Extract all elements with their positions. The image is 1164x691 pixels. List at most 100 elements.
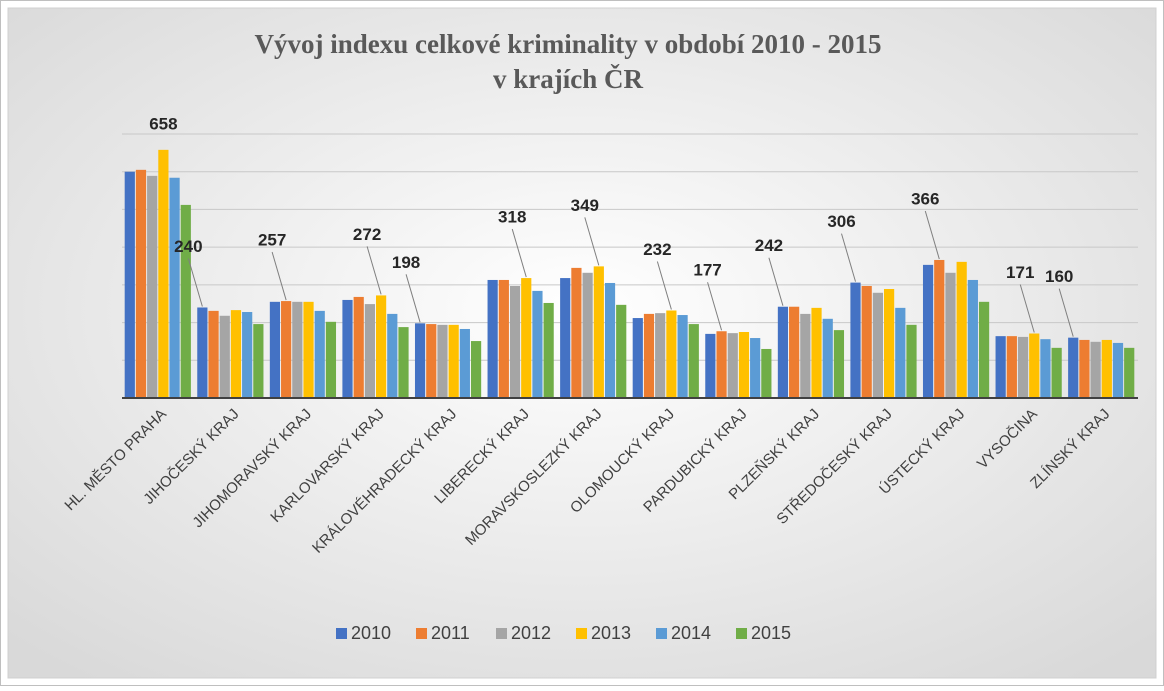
data-label: 658 <box>149 114 177 133</box>
bar <box>1090 341 1101 398</box>
bar <box>169 177 180 398</box>
bar <box>1040 339 1051 398</box>
bar <box>571 267 582 398</box>
leader-line <box>841 233 856 282</box>
bar <box>470 341 482 398</box>
bar <box>643 313 655 398</box>
bar <box>459 328 470 398</box>
bar <box>995 336 1006 398</box>
leader-line <box>707 282 723 331</box>
bar <box>906 324 917 398</box>
bar <box>498 279 509 398</box>
bar <box>281 301 292 398</box>
bar <box>750 338 761 398</box>
bar <box>1079 339 1090 398</box>
bar <box>604 282 616 398</box>
bar <box>560 278 571 398</box>
legend-label: 2015 <box>751 623 791 643</box>
bar <box>1017 336 1029 398</box>
bar <box>761 348 772 398</box>
data-label: 349 <box>571 196 599 215</box>
leader-line <box>187 258 203 307</box>
data-label: 242 <box>755 236 783 255</box>
bar <box>850 282 861 398</box>
legend-swatch <box>656 628 667 639</box>
bar <box>1112 342 1124 398</box>
legend-label: 2012 <box>511 623 551 643</box>
bar <box>242 312 253 398</box>
bar <box>789 306 800 398</box>
leader-line <box>656 261 672 310</box>
bar <box>1029 333 1040 398</box>
bar <box>616 304 627 398</box>
bar <box>811 307 822 398</box>
bar <box>688 324 699 398</box>
bar <box>872 292 883 398</box>
legend-label: 2013 <box>591 623 631 643</box>
bar <box>934 259 945 398</box>
bar <box>448 324 459 398</box>
bar <box>292 301 303 398</box>
bar <box>314 310 325 398</box>
bar <box>727 333 738 398</box>
leader-line <box>271 251 287 301</box>
legend-label: 2010 <box>351 623 391 643</box>
bar <box>967 279 978 398</box>
bar <box>1124 347 1135 398</box>
bar <box>716 331 727 398</box>
bar <box>822 318 833 398</box>
bar <box>376 295 387 398</box>
bar <box>655 313 666 398</box>
bar <box>978 301 990 398</box>
bar <box>208 310 219 398</box>
bar <box>353 296 364 398</box>
bar <box>521 278 532 398</box>
legend-swatch <box>416 628 427 639</box>
bar <box>1006 336 1017 398</box>
bar <box>738 332 750 398</box>
bar <box>677 315 688 398</box>
bar <box>861 285 872 398</box>
bar <box>800 313 811 398</box>
leader-line <box>768 257 784 306</box>
data-label: 232 <box>643 240 671 259</box>
bar <box>124 171 135 398</box>
data-label: 160 <box>1045 267 1073 286</box>
leader-line <box>511 228 527 278</box>
legend-swatch <box>336 628 347 639</box>
chart-title: v krajích ČR <box>493 64 643 94</box>
chart-title: Vývoj indexu celkové kriminality v obdob… <box>254 29 881 59</box>
bar <box>437 324 448 398</box>
data-label: 198 <box>392 253 420 272</box>
data-label: 171 <box>1006 263 1034 282</box>
legend-label: 2014 <box>671 623 711 643</box>
bar <box>632 318 643 398</box>
legend-swatch <box>576 628 587 639</box>
bar <box>426 324 437 398</box>
bar <box>922 264 934 398</box>
bar <box>387 313 398 398</box>
leader-line <box>1058 288 1074 337</box>
bar <box>487 279 498 398</box>
data-label: 177 <box>693 261 721 280</box>
leader-line <box>405 274 421 323</box>
bar <box>414 323 426 398</box>
bar <box>197 307 208 398</box>
bar <box>705 333 716 398</box>
bar <box>777 306 789 398</box>
bar <box>1051 347 1062 398</box>
legend-label: 2011 <box>431 623 470 643</box>
bar <box>895 307 906 398</box>
bar <box>325 321 337 398</box>
bar <box>956 261 967 398</box>
bar <box>833 330 845 398</box>
bar <box>147 175 158 398</box>
bar <box>364 304 375 398</box>
bar <box>230 310 242 398</box>
legend-swatch <box>736 628 747 639</box>
bar <box>1068 337 1079 398</box>
bar <box>303 301 314 398</box>
bar <box>945 272 956 398</box>
leader-line <box>366 246 382 295</box>
